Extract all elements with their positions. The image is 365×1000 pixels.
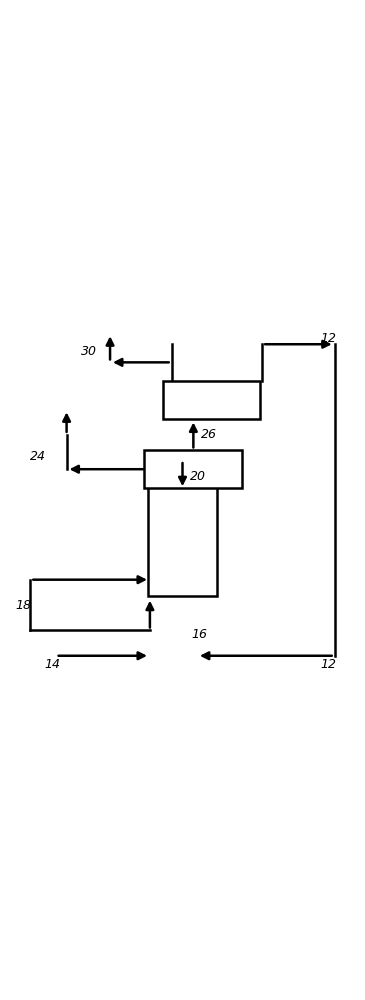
Text: 30: 30: [81, 345, 97, 358]
Text: 14: 14: [45, 658, 61, 671]
Text: 18: 18: [16, 599, 32, 612]
Bar: [148, 458, 217, 596]
Bar: [145, 450, 242, 488]
Text: 12: 12: [320, 332, 336, 345]
Text: 12: 12: [320, 658, 336, 671]
Text: 16: 16: [192, 628, 208, 641]
Text: 24: 24: [30, 450, 46, 463]
Text: 26: 26: [201, 428, 216, 441]
Text: 20: 20: [190, 470, 206, 483]
Bar: [162, 381, 260, 419]
